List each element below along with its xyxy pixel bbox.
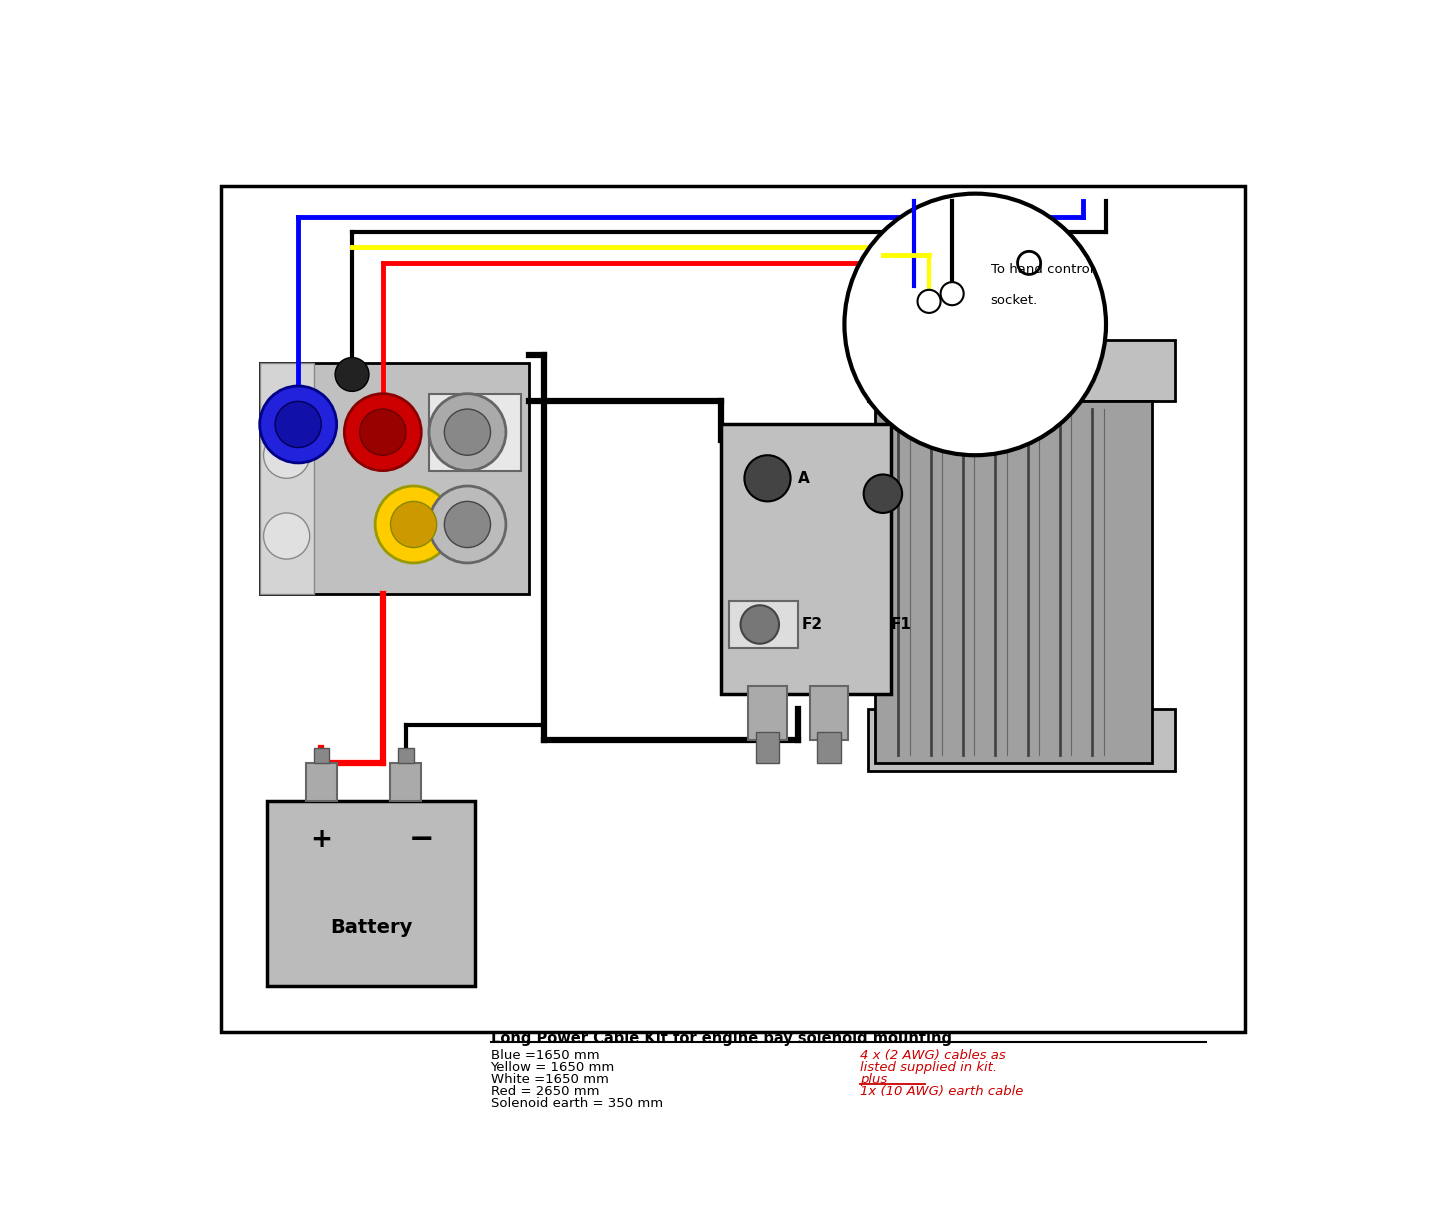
FancyBboxPatch shape (809, 686, 848, 740)
Text: Red = 2650 mm: Red = 2650 mm (490, 1085, 600, 1097)
Text: Solenoid earth = 350 mm: Solenoid earth = 350 mm (490, 1097, 663, 1110)
Text: plus: plus (860, 1073, 887, 1086)
Circle shape (1017, 252, 1040, 274)
Text: 1x (10 AWG) earth cable: 1x (10 AWG) earth cable (860, 1085, 1023, 1097)
Circle shape (275, 402, 321, 447)
FancyBboxPatch shape (749, 686, 786, 740)
Text: 4 x (2 AWG) cables as: 4 x (2 AWG) cables as (860, 1050, 1006, 1062)
Circle shape (744, 455, 790, 501)
Circle shape (445, 409, 490, 455)
Text: White =1650 mm: White =1650 mm (490, 1073, 608, 1086)
FancyBboxPatch shape (756, 732, 779, 763)
FancyBboxPatch shape (721, 424, 890, 693)
Circle shape (918, 290, 941, 313)
Circle shape (445, 501, 490, 548)
Circle shape (376, 485, 452, 563)
Circle shape (941, 283, 964, 305)
FancyBboxPatch shape (876, 402, 1152, 763)
Circle shape (344, 393, 422, 471)
Text: A: A (798, 471, 811, 485)
Circle shape (263, 433, 309, 478)
FancyBboxPatch shape (867, 709, 1175, 771)
Circle shape (360, 409, 406, 455)
Circle shape (390, 501, 436, 548)
Text: socket.: socket. (991, 294, 1038, 307)
Circle shape (844, 194, 1105, 455)
FancyBboxPatch shape (267, 801, 475, 986)
Circle shape (429, 393, 506, 471)
Text: listed supplied in kit.: listed supplied in kit. (860, 1061, 997, 1074)
Text: To hand control: To hand control (991, 263, 1092, 275)
Circle shape (260, 386, 337, 463)
Text: F1: F1 (890, 617, 912, 632)
FancyBboxPatch shape (221, 186, 1244, 1032)
Circle shape (864, 474, 902, 512)
FancyBboxPatch shape (306, 763, 337, 801)
FancyBboxPatch shape (314, 747, 329, 763)
Text: Yellow = 1650 mm: Yellow = 1650 mm (490, 1061, 614, 1074)
FancyBboxPatch shape (390, 763, 422, 801)
Text: Blue =1650 mm: Blue =1650 mm (490, 1050, 600, 1062)
FancyBboxPatch shape (730, 601, 798, 648)
FancyBboxPatch shape (867, 340, 1175, 402)
FancyBboxPatch shape (260, 363, 314, 594)
Text: Long Power Cable Kit for engine bay solenoid mounting: Long Power Cable Kit for engine bay sole… (490, 1031, 951, 1046)
FancyBboxPatch shape (429, 393, 522, 471)
Text: Battery: Battery (329, 918, 412, 936)
Circle shape (263, 512, 309, 559)
Circle shape (335, 358, 368, 391)
Text: −: − (409, 826, 433, 854)
Text: F2: F2 (802, 617, 824, 632)
FancyBboxPatch shape (399, 747, 413, 763)
Circle shape (429, 485, 506, 563)
FancyBboxPatch shape (818, 732, 841, 763)
Circle shape (741, 605, 779, 644)
Text: +: + (311, 827, 332, 853)
FancyBboxPatch shape (260, 363, 529, 594)
